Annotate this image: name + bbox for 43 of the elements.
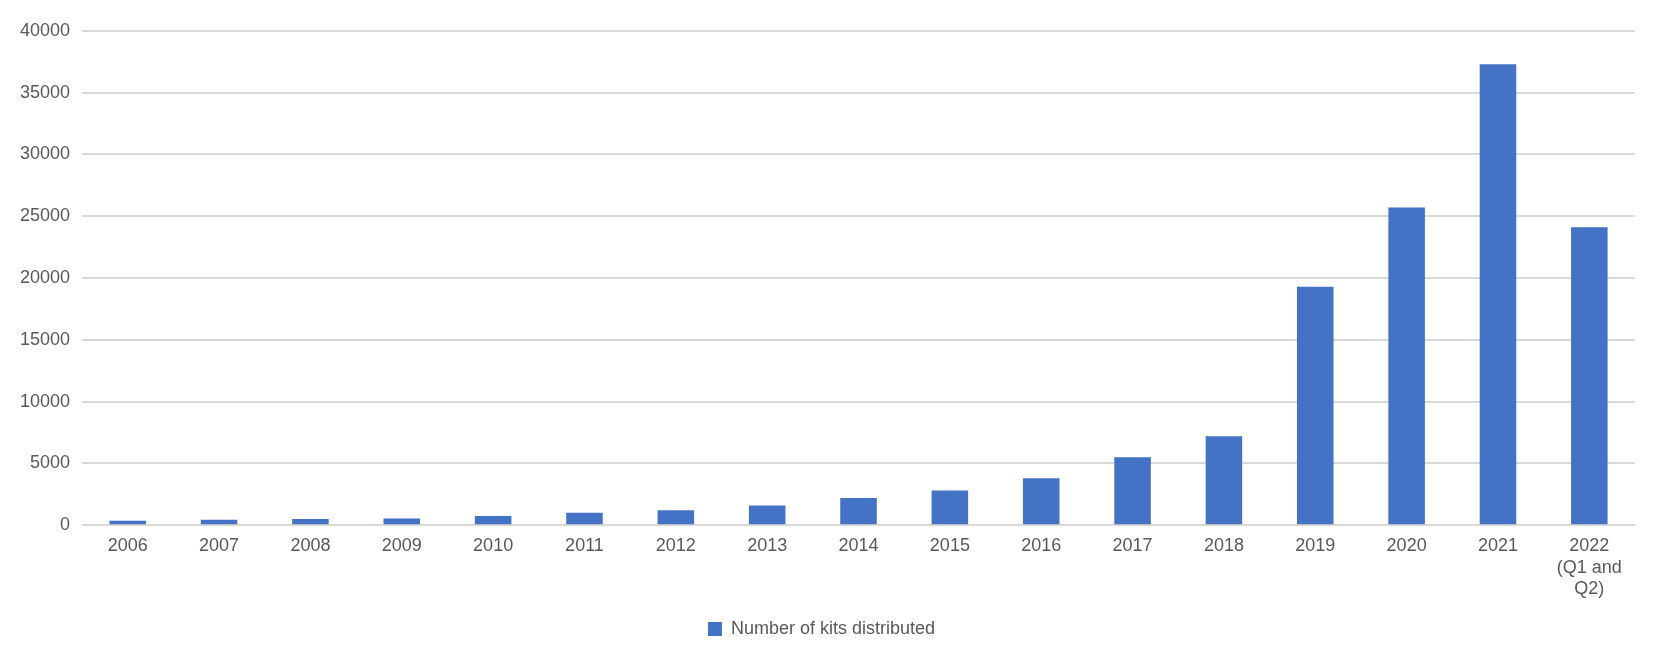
x-tick-label: 2020	[1386, 534, 1427, 555]
x-tick-label: 2015	[929, 534, 970, 555]
y-tick-label: 10000	[19, 390, 71, 411]
x-tick-label: 2018	[1203, 534, 1244, 555]
bar	[566, 512, 603, 525]
bar	[840, 498, 877, 525]
x-tick-label: 2012	[655, 534, 696, 555]
bar	[109, 520, 146, 525]
bar	[1571, 227, 1608, 525]
y-tick-label: 25000	[19, 205, 71, 226]
x-tick-label: 2010	[473, 534, 514, 555]
x-tick-label: 2008	[290, 534, 331, 555]
bar	[383, 518, 421, 525]
x-tick-label: 2007	[199, 534, 240, 555]
x-tick-label: 2017	[1112, 534, 1153, 555]
bar	[931, 490, 969, 525]
bar	[1022, 478, 1060, 525]
x-tick-label: 2014	[838, 534, 879, 555]
x-tick-label: 2019	[1295, 534, 1336, 555]
bar	[292, 519, 329, 525]
y-tick-label: 5000	[30, 452, 71, 473]
bar	[1205, 436, 1243, 525]
x-tick-label: 2016	[1021, 534, 1062, 555]
bar	[748, 505, 786, 525]
bar	[657, 510, 695, 525]
x-tick-label: 2011	[565, 534, 604, 555]
y-tick-label: 20000	[19, 266, 71, 287]
bar	[1479, 64, 1517, 525]
x-tick-label: 2022 (Q1 and Q2)	[1556, 534, 1622, 599]
y-tick-label: 30000	[19, 143, 71, 164]
y-tick-label: 40000	[19, 19, 71, 40]
x-tick-label: 2021	[1477, 534, 1518, 555]
legend-label: Number of kits distributed	[730, 617, 936, 638]
y-tick-label: 35000	[19, 81, 71, 102]
bar	[1114, 457, 1151, 525]
y-tick-label: 15000	[19, 328, 71, 349]
y-tick-label: 0	[60, 514, 71, 535]
x-tick-label: 2006	[107, 534, 148, 555]
bar	[474, 515, 512, 525]
x-tick-label: 2013	[747, 534, 788, 555]
bar	[1388, 207, 1425, 525]
bar	[1297, 286, 1334, 525]
x-tick-label: 2009	[381, 534, 422, 555]
